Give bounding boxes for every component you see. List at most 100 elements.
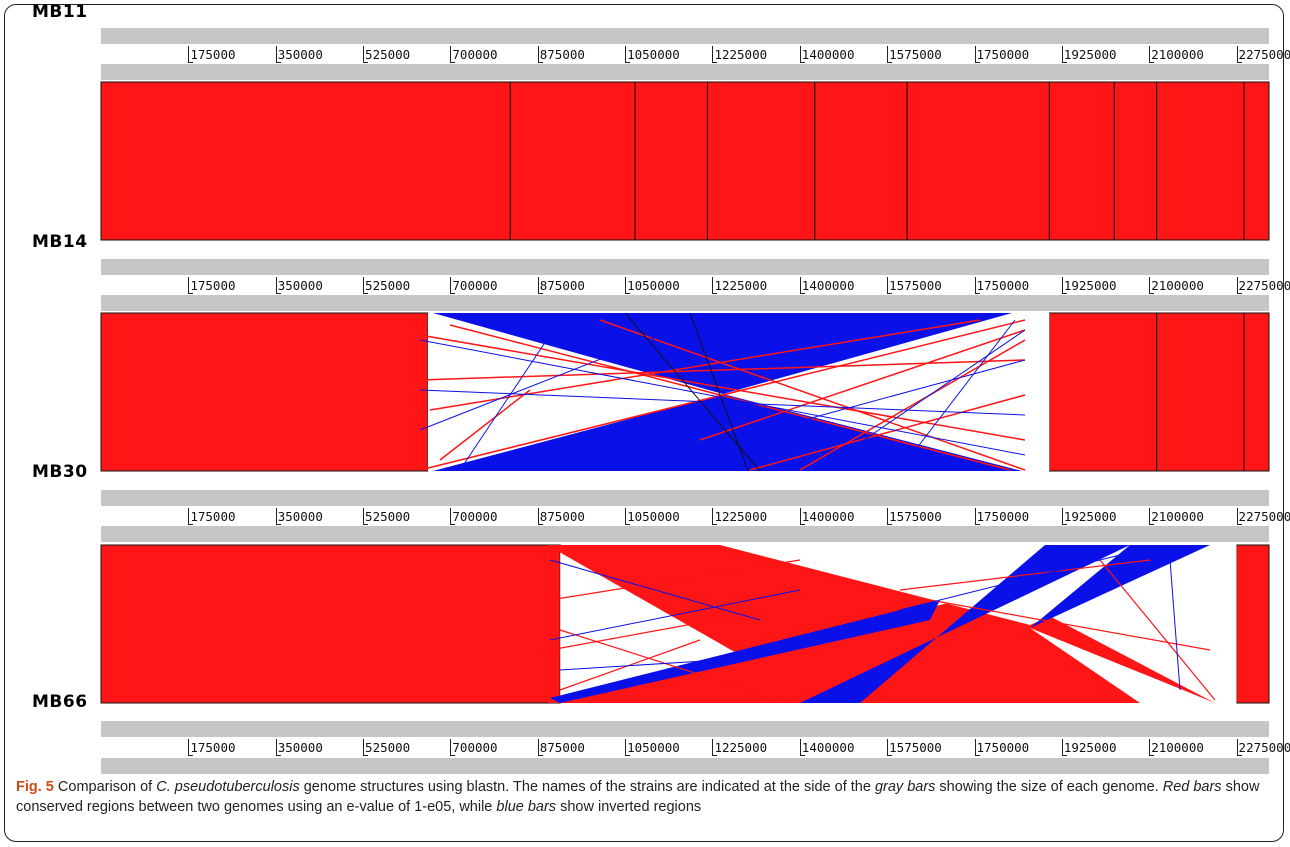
inverted-match — [419, 339, 1026, 456]
rearranged-region — [1030, 628, 1215, 703]
genome-bar-mb11 — [101, 28, 1269, 44]
ruler-tick-label: 175000 — [190, 740, 236, 755]
conserved-match — [549, 609, 771, 651]
conserved-block — [814, 81, 908, 241]
ruler-tick — [799, 46, 805, 63]
conserved-match — [599, 319, 1026, 471]
caption-label: Fig. 5 — [16, 779, 54, 795]
ruler-tick-label: 700000 — [452, 278, 498, 293]
ruler-tick-label: 525000 — [365, 509, 411, 524]
ruler-tick-label: 1225000 — [714, 278, 768, 293]
comparison-mb14-mb30 — [100, 312, 1270, 472]
ruler-tick — [799, 508, 805, 525]
inverted-block — [800, 545, 1130, 703]
ruler-tick — [275, 277, 281, 294]
ruler-tick — [1061, 46, 1067, 63]
ruler-tick-label: 700000 — [452, 740, 498, 755]
comparison-mb11-mb14 — [100, 81, 1270, 241]
conserved-block — [509, 81, 636, 241]
genome-bar-mb66-bottom — [101, 758, 1269, 774]
genome-bar-mb30-bottom — [101, 526, 1269, 542]
caption-text: show conserved regions between two genom… — [16, 779, 1260, 815]
conserved-block — [1243, 312, 1270, 472]
conserved-match — [449, 324, 1011, 471]
ruler-tick-label: 2100000 — [1151, 740, 1204, 755]
ruler-tick-label: 175000 — [190, 47, 236, 62]
ruler-tick — [625, 739, 631, 756]
ruler-tick — [799, 277, 805, 294]
inverted-block — [433, 313, 1012, 394]
ruler-tick — [974, 739, 980, 756]
ruler-tick-label: 1575000 — [889, 47, 942, 62]
genome-name-mb11: MB11 — [32, 2, 88, 22]
ruler-tick-label: 525000 — [365, 278, 411, 293]
match-line — [689, 312, 749, 472]
conserved-match — [419, 359, 1026, 381]
inverted-block — [1030, 545, 1210, 628]
ruler-tick-label: 1925000 — [1063, 278, 1117, 293]
ruler-tick — [537, 46, 543, 63]
ruler-tick-label: 2100000 — [1151, 509, 1204, 524]
caption-text: show inverted regions — [556, 799, 702, 815]
conserved-block — [706, 81, 816, 241]
conserved-block — [634, 81, 708, 241]
ruler-tick — [188, 508, 194, 525]
ruler-tick — [275, 739, 281, 756]
conserved-match — [749, 394, 1026, 471]
ruler-tick-label: 1225000 — [714, 509, 768, 524]
ruler-tick — [1236, 739, 1242, 756]
genome-bar-mb30 — [101, 490, 1269, 506]
ruler-tick-label: 1225000 — [714, 740, 768, 755]
ruler-tick — [1236, 277, 1242, 294]
conserved-block — [1156, 312, 1245, 472]
ruler-tick-label: 175000 — [190, 509, 236, 524]
ruler-tick — [625, 508, 631, 525]
conserved-block — [100, 544, 561, 704]
conserved-block — [100, 312, 429, 472]
conserved-block — [1048, 81, 1115, 241]
genome-name-mb14: MB14 — [32, 232, 88, 252]
ruler-tick-label: 2100000 — [1151, 278, 1204, 293]
ruler-tick — [974, 46, 980, 63]
ruler-tick-label: 2275000 — [1238, 278, 1290, 293]
inverted-match — [559, 659, 721, 671]
ruler-tick-label: 700000 — [452, 509, 498, 524]
ruler-tick — [363, 508, 369, 525]
ruler-tick-label: 1750000 — [976, 740, 1030, 755]
ruler-tick — [537, 739, 543, 756]
ruler-tick-label: 2275000 — [1238, 47, 1290, 62]
inverted-match — [899, 319, 1016, 471]
genome-name-mb66: MB66 — [32, 692, 88, 712]
ruler-tick — [1236, 508, 1242, 525]
conserved-match — [559, 639, 701, 691]
conserved-block — [1156, 81, 1245, 241]
ruler-tick — [799, 739, 805, 756]
ruler-tick-label: 1925000 — [1063, 740, 1117, 755]
ruler-tick — [1149, 46, 1155, 63]
ruler-mb11: 175000 350000 525000 700000 875000 1050000 122… — [101, 46, 1290, 64]
ruler-tick — [974, 277, 980, 294]
inverted-match — [899, 554, 1121, 611]
ruler-tick-label: 175000 — [190, 278, 236, 293]
ruler-tick-label: 875000 — [539, 278, 585, 293]
genome-bar-mb66 — [101, 721, 1269, 737]
ruler-tick — [887, 277, 893, 294]
ruler-tick-label: 2275000 — [1238, 740, 1290, 755]
inverted-match — [549, 559, 761, 621]
ruler-tick — [1236, 46, 1242, 63]
ruler-tick — [712, 739, 718, 756]
ruler-tick — [887, 46, 893, 63]
conserved-match — [929, 599, 1211, 651]
ruler-tick — [1149, 739, 1155, 756]
ruler-tick-label: 1400000 — [801, 509, 855, 524]
caption-text: Comparison of — [53, 779, 157, 795]
ruler-tick-label: 1750000 — [976, 278, 1030, 293]
ruler-tick — [537, 277, 543, 294]
ruler-tick — [712, 277, 718, 294]
inverted-match — [1169, 559, 1181, 691]
ruler-tick-label: 875000 — [539, 509, 585, 524]
conserved-block — [1236, 544, 1270, 704]
ruler-tick-label: 1750000 — [976, 509, 1030, 524]
conserved-match — [799, 339, 1026, 471]
ruler-tick-label: 1050000 — [627, 47, 680, 62]
